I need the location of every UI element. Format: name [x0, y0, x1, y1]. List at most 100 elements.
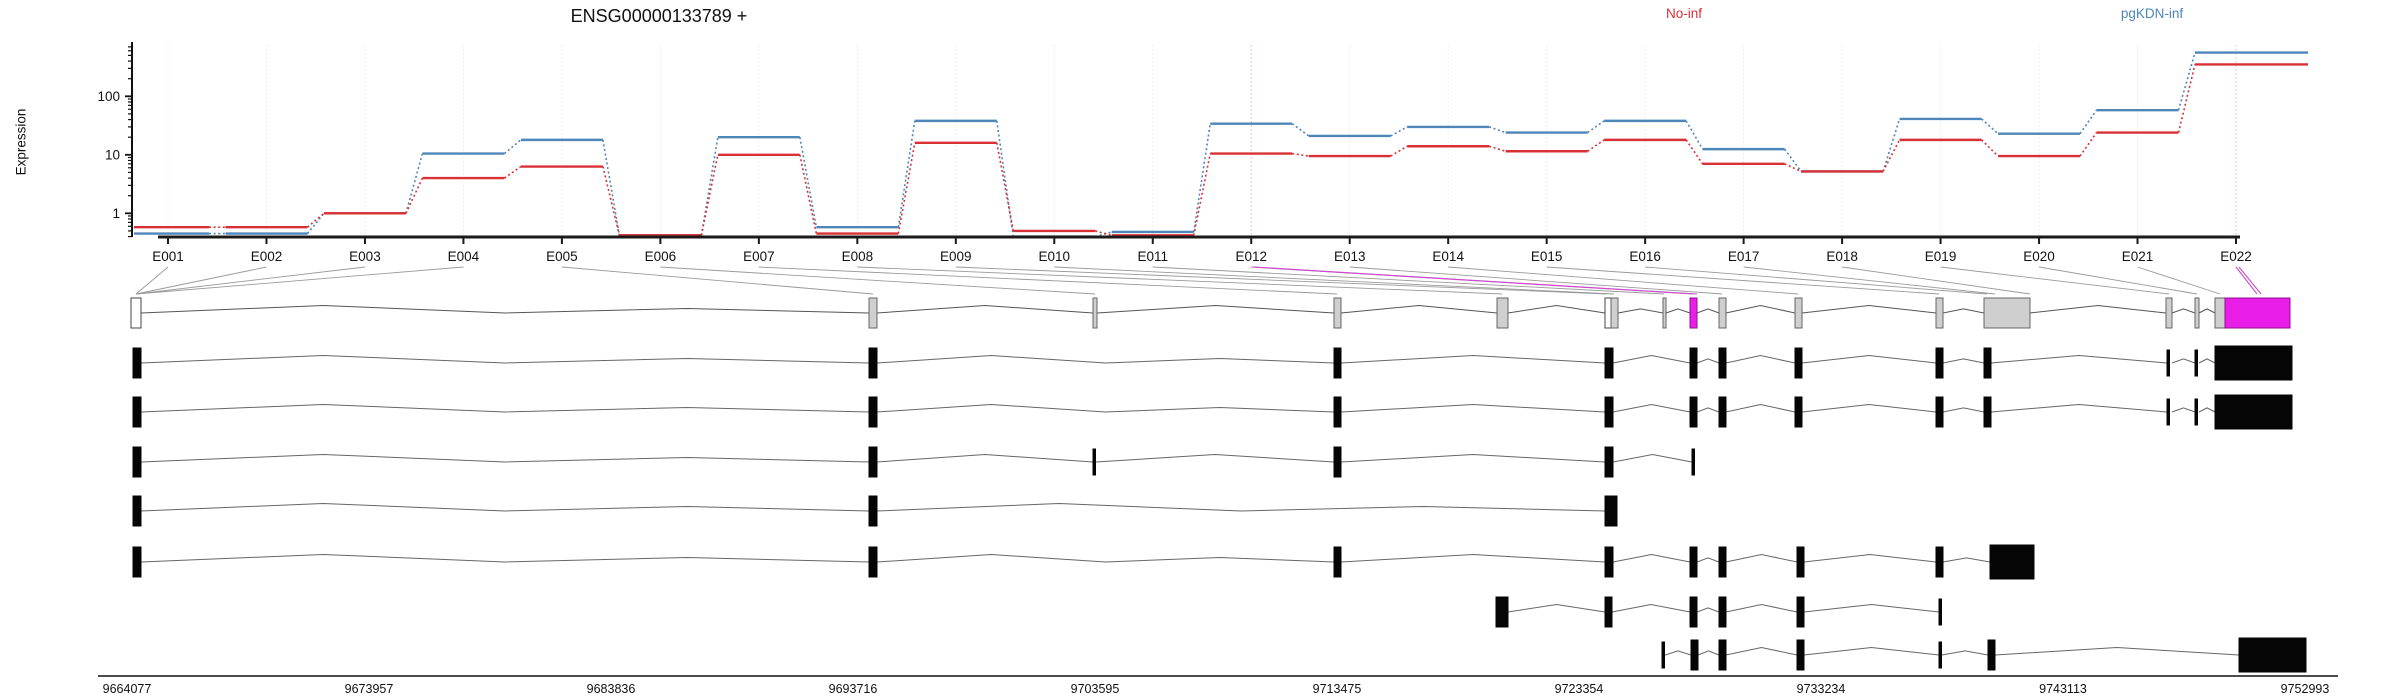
intron-line [1942, 557, 1991, 563]
transcript-exon [1938, 641, 1942, 669]
transcript-exon [2194, 349, 2198, 377]
gene-model-track [130, 297, 2291, 329]
fan-line [955, 266, 1608, 295]
exon-bin-label: E015 [1531, 249, 1563, 264]
intron-line [1942, 308, 1985, 314]
intron-line [1942, 358, 1985, 364]
fan-line [1152, 266, 1665, 295]
transcript-exon [1718, 347, 1727, 379]
exon-box [868, 297, 878, 329]
intron-line [1612, 403, 1691, 413]
exon-bin-label: E001 [152, 249, 184, 264]
intron-line [1696, 358, 1720, 364]
significant-exon-box [1689, 297, 1698, 329]
transcript-exon [1796, 596, 1805, 628]
connector-segment [1095, 231, 1112, 238]
transcript-exon [868, 446, 878, 478]
intron-line [140, 502, 870, 512]
transcript-exon [1935, 546, 1944, 578]
intron-line [1990, 403, 2168, 413]
intron-line [1801, 304, 1937, 314]
transcript-exon [1604, 596, 1613, 628]
y-axis-label: Expression [13, 108, 29, 176]
fan-line [857, 266, 1503, 295]
transcript-exon [1661, 641, 1665, 669]
connector-segment [2079, 132, 2098, 157]
exon-bin-label: E014 [1432, 249, 1464, 264]
genomic-coordinate-label: 9713475 [1313, 682, 1362, 696]
transcript-exon [1333, 396, 1342, 428]
exon-box [2214, 297, 2226, 329]
transcript-exon [1092, 448, 1096, 476]
connector-segment [897, 120, 916, 228]
connector-segment [1292, 152, 1309, 157]
exon-bin-label: E003 [349, 249, 381, 264]
transcript-exon [132, 396, 142, 428]
transcript-exon [1691, 448, 1695, 476]
transcript-exon [1689, 596, 1698, 628]
transcript-exon [1495, 596, 1509, 628]
transcript-exon [1689, 546, 1698, 578]
fan-line [135, 266, 464, 295]
fan-line [1645, 266, 1988, 295]
genomic-coordinate-label: 9683836 [587, 682, 636, 696]
intron-line [2171, 358, 2196, 364]
transcript-exon [1987, 639, 1996, 671]
fan-line [758, 266, 1338, 295]
genomic-coordinate-label: 9723354 [1555, 682, 1604, 696]
transcript-exon [2214, 345, 2293, 381]
connector-segment [1587, 139, 1605, 152]
connector-segment [1488, 145, 1506, 153]
connector-segment [405, 153, 424, 214]
intron-line [1340, 354, 1606, 364]
exon-bin-label: E006 [645, 249, 677, 264]
intron-line [1803, 603, 1940, 613]
transcript-exon [2194, 398, 2198, 426]
intron-line [1990, 354, 2168, 364]
intron-line [1612, 453, 1693, 463]
connector-segment [1981, 139, 1999, 157]
connector-segment [2079, 109, 2098, 135]
fan-line [135, 266, 169, 295]
exon-bin-label: E002 [251, 249, 283, 264]
genomic-coordinate-label: 9752993 [2281, 682, 2330, 696]
connector-segment [1783, 148, 1802, 172]
transcript-exon [1794, 396, 1803, 428]
exon-bin-label: E021 [2122, 249, 2154, 264]
intron-line [1941, 650, 1989, 656]
transcript-exon [132, 546, 142, 578]
transcript-exon [1935, 396, 1944, 428]
significant-fan-line [2235, 266, 2258, 295]
exon-bin-label: E020 [2023, 249, 2055, 264]
transcript-exon [1333, 546, 1342, 578]
connector-segment [1390, 126, 1408, 137]
intron-line [1696, 607, 1720, 613]
intron-line [876, 502, 1606, 512]
intron-line [2171, 308, 2196, 314]
connector-segment [306, 212, 325, 228]
transcript-row [1661, 637, 2307, 673]
intron-line [1612, 553, 1691, 563]
transcript-exon [132, 495, 142, 527]
intron-line [876, 553, 1335, 563]
fan-line [1349, 266, 1723, 295]
intron-line [1095, 453, 1335, 463]
connector-segment [1981, 118, 1999, 135]
transcript-exon [2166, 398, 2170, 426]
intron-line [2029, 304, 2167, 314]
intron-line [140, 553, 870, 563]
intron-line [1340, 403, 1606, 413]
transcript-exon [1333, 446, 1342, 478]
connector-segment [503, 139, 522, 155]
intron-line [2171, 407, 2196, 413]
exon-box [1610, 297, 1619, 329]
transcript-exon [868, 396, 878, 428]
significant-fan-line [1254, 266, 1698, 295]
transcript-row [1495, 596, 1942, 628]
exon-box [1794, 297, 1803, 329]
intron-line [876, 354, 1335, 364]
transcript-exon [1718, 546, 1727, 578]
exon-box [1092, 297, 1098, 329]
intron-line [1725, 603, 1798, 613]
